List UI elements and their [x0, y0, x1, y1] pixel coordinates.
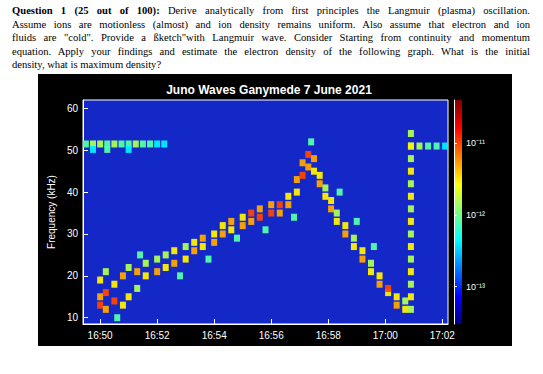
svg-text:10: 10	[67, 312, 79, 323]
svg-text:40: 40	[67, 187, 79, 198]
svg-text:17:00: 17:00	[373, 330, 398, 341]
svg-text:30: 30	[67, 228, 79, 239]
svg-text:17:02: 17:02	[430, 330, 455, 341]
svg-text:16:50: 16:50	[88, 330, 113, 341]
svg-text:60: 60	[67, 103, 79, 114]
svg-text:16:52: 16:52	[145, 330, 170, 341]
svg-text:10⁻¹³: 10⁻¹³	[466, 282, 485, 292]
html-text:Assume ions are motionless (al: Assume ions are motionless (almost) and …	[12, 18, 530, 30]
html-text:density, what is maximum densi: density, what is maximum density?	[12, 59, 162, 71]
svg-text:50: 50	[67, 145, 79, 156]
html-text:Question 1 (25 out of 100): De: Question 1 (25 out of 100): Derive analy…	[12, 5, 530, 16]
svg-text:Juno Waves Ganymede 7 June 202: Juno Waves Ganymede 7 June 2021	[166, 83, 372, 97]
svg-text:16:56: 16:56	[259, 330, 284, 341]
html-text:equation. Apply your findings: equation. Apply your findings and estima…	[12, 45, 530, 57]
svg-text:Frequency (kHz): Frequency (kHz)	[46, 175, 57, 249]
html-text:fluids are "cold". Provide a ß: fluids are "cold". Provide a ßketch"with…	[12, 32, 530, 44]
svg-text:16:58: 16:58	[316, 330, 341, 341]
svg-text:20: 20	[67, 270, 79, 281]
svg-text:10⁻¹¹: 10⁻¹¹	[466, 138, 485, 148]
svg-text:16:54: 16:54	[202, 330, 227, 341]
svg-text:10⁻¹²: 10⁻¹²	[466, 210, 485, 220]
